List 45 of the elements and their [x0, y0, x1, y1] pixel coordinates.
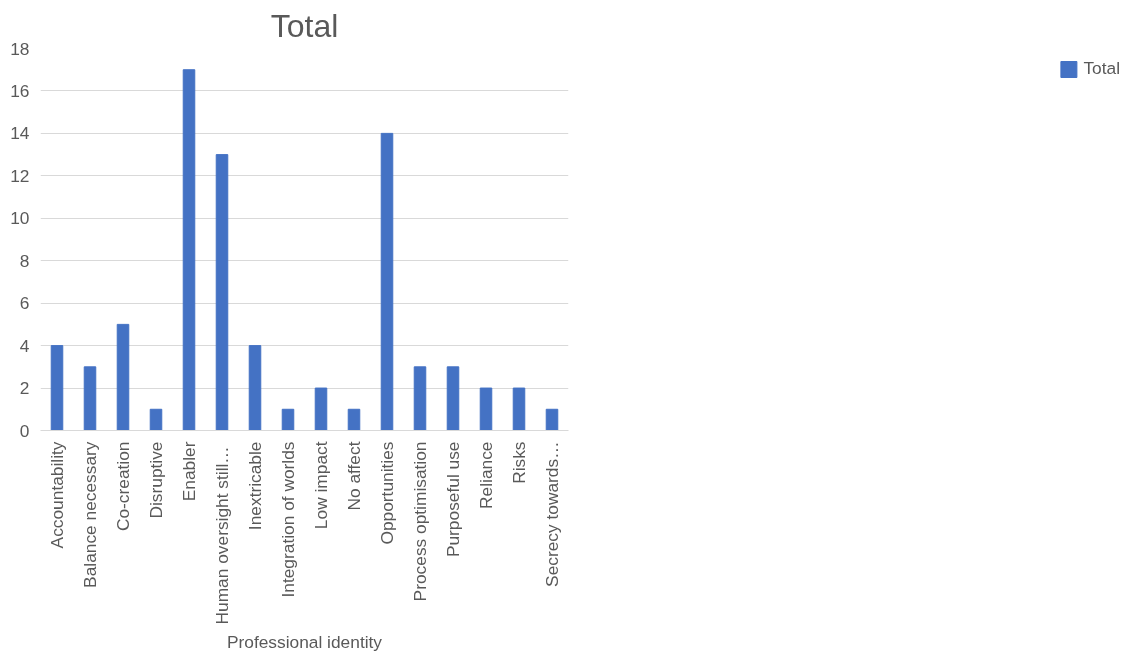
y-tick-label: 12 [10, 165, 30, 186]
chart-title: Total [270, 7, 339, 44]
x-tick-label: Disruptive [146, 441, 166, 519]
x-tick-label: Balance necessary [80, 441, 100, 588]
y-tick-label: 8 [19, 250, 30, 271]
x-tick-label: No affect [344, 441, 364, 511]
bar [83, 366, 97, 431]
bar [50, 345, 64, 431]
bar [116, 323, 130, 431]
x-tick-label: Enabler [179, 441, 199, 502]
x-tick-label: Inextricable [245, 441, 265, 531]
x-tick-label: Risks [509, 441, 529, 484]
y-tick-label: 6 [19, 293, 30, 314]
x-tick-label: Integration of worlds [278, 441, 298, 598]
x-tick-label: Purposeful use [443, 441, 463, 558]
bar [413, 366, 427, 431]
bar [347, 408, 361, 431]
bar [281, 408, 295, 431]
bar [182, 69, 196, 431]
x-tick-label: Opportunities [377, 441, 397, 545]
y-tick-label: 14 [10, 123, 30, 144]
bar [149, 408, 163, 431]
y-tick-label: 18 [10, 38, 30, 59]
y-tick-label: 0 [19, 420, 30, 441]
bar [215, 154, 229, 431]
x-tick-label: Human oversight still… [212, 446, 232, 625]
bar [446, 366, 460, 431]
bar [314, 387, 328, 431]
bar [545, 408, 559, 431]
y-tick-label: 4 [19, 335, 30, 356]
x-tick-label: Accountability [47, 441, 67, 549]
x-tick-label: Process optimisation [410, 441, 430, 602]
bar [380, 132, 394, 431]
y-tick-label: 2 [19, 378, 30, 399]
x-axis-title: Professional identity [226, 632, 383, 653]
bar [479, 387, 493, 431]
x-tick-label: Secrecy towards… [542, 441, 562, 587]
bar [512, 387, 526, 431]
y-tick-label: 16 [10, 80, 30, 101]
legend-label: Total [1083, 58, 1120, 79]
x-tick-label: Co-creation [113, 441, 133, 532]
x-tick-label: Reliance [476, 441, 496, 509]
x-tick-label: Low impact [311, 441, 331, 530]
y-tick-label: 10 [10, 208, 30, 229]
bar [248, 345, 262, 431]
